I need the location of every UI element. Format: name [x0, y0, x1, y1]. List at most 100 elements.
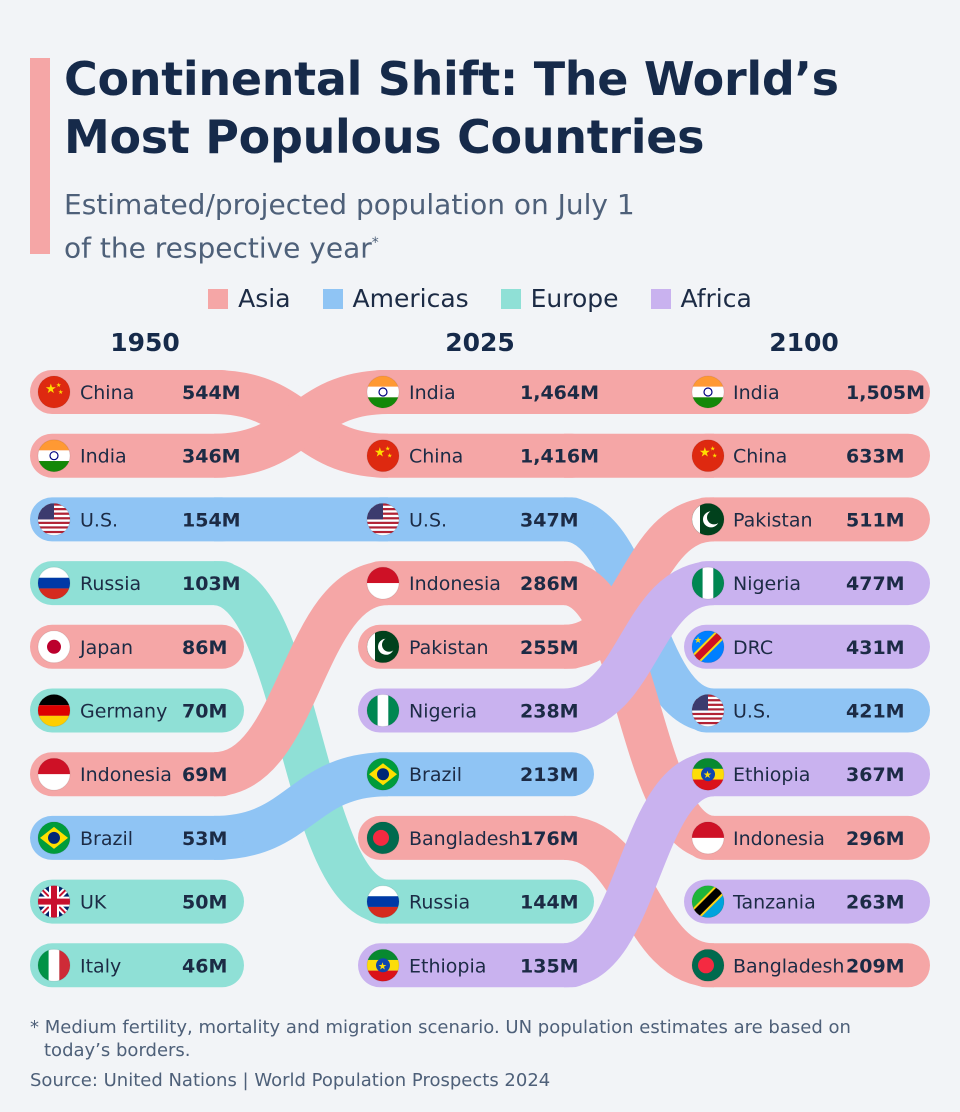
- legend-item-africa: Africa: [650, 284, 752, 313]
- country-name: Bangladesh: [409, 828, 520, 850]
- svg-text:★: ★: [58, 389, 63, 396]
- row-1950-india: India 346M: [30, 433, 244, 478]
- population-value: 46M: [182, 955, 227, 977]
- svg-text:★: ★: [45, 382, 57, 397]
- pakistan-flag-icon: [366, 630, 400, 664]
- ethiopia-flag-icon: ★: [691, 757, 725, 791]
- row-2025-pakistan: Pakistan 255M: [358, 624, 594, 669]
- row-2025-russia: Russia 144M: [358, 879, 594, 924]
- country-name: Tanzania: [732, 892, 816, 914]
- page-title: Continental Shift: The World’s Most Popu…: [64, 52, 839, 164]
- legend-label-americas: Americas: [352, 284, 469, 313]
- row-pill: [684, 433, 930, 478]
- country-name: Nigeria: [409, 701, 477, 723]
- row-pill: [30, 815, 244, 860]
- population-value: 544M: [182, 382, 241, 404]
- row-1950-brazil: Brazil 53M: [30, 815, 244, 860]
- bangladesh-flag-icon: [691, 948, 725, 982]
- row-2100-china: ★ ★★ China 633M: [684, 433, 930, 478]
- row-pill: [30, 943, 244, 988]
- population-value: 53M: [182, 828, 227, 850]
- country-name: India: [80, 446, 127, 468]
- population-value: 263M: [846, 892, 905, 914]
- row-2025-bangladesh: Bangladesh 176M: [358, 815, 594, 860]
- svg-text:★: ★: [378, 961, 387, 972]
- row-2100-pakistan: Pakistan 511M: [684, 497, 930, 542]
- country-name: India: [733, 382, 780, 404]
- svg-text:★: ★: [703, 770, 712, 781]
- row-pill: [684, 815, 930, 860]
- footnote: * Medium fertility, mortality and migrat…: [30, 1016, 930, 1062]
- row-1950-italy: Italy 46M: [30, 943, 244, 988]
- country-name: Germany: [80, 701, 167, 723]
- subtitle-footnote-mark: *: [371, 235, 379, 251]
- country-name: Bangladesh: [733, 955, 844, 977]
- indonesia-flag-icon: [37, 757, 71, 791]
- population-value: 1,416M: [520, 446, 599, 468]
- india-flag-icon: [366, 375, 400, 409]
- row-pill: [30, 624, 244, 669]
- row-pill: [684, 879, 930, 924]
- row-pill: [30, 497, 244, 542]
- row-2100-bangladesh: Bangladesh 209M: [684, 943, 930, 988]
- brazil-flag-icon: [37, 821, 71, 855]
- row-pill: [358, 370, 594, 414]
- year-header-2100: 2100: [769, 328, 839, 357]
- nigeria-flag-icon: [691, 566, 725, 600]
- legend-item-americas: Americas: [322, 284, 469, 313]
- population-value: 86M: [182, 637, 227, 659]
- row-1950-japan: Japan 86M: [30, 624, 244, 669]
- svg-text:★: ★: [374, 446, 386, 461]
- india-flag-icon: [691, 375, 725, 409]
- row-1950-uk: UK 50M: [30, 879, 244, 924]
- ribbon-indonesia: [211, 561, 391, 797]
- row-1950-germany: Germany 70M: [30, 688, 244, 733]
- row-pill: [684, 497, 930, 542]
- population-value: 286M: [520, 573, 579, 595]
- population-value: 1,505M: [846, 382, 925, 404]
- page-subtitle: Estimated/projected population on July 1…: [64, 186, 664, 267]
- row-1950-russia: Russia 103M: [30, 561, 244, 606]
- row-pill: [684, 370, 930, 414]
- row-2100-indonesia: Indonesia 296M: [684, 815, 930, 860]
- population-value: 633M: [846, 446, 905, 468]
- country-name: U.S.: [409, 509, 447, 531]
- subtitle-text: Estimated/projected population on July 1…: [64, 188, 635, 265]
- country-name: Italy: [80, 955, 121, 977]
- row-2100-nigeria: Nigeria 477M: [684, 561, 930, 606]
- population-value: 421M: [846, 701, 905, 723]
- legend-swatch-asia: [208, 289, 229, 309]
- germany-flag-icon: [37, 694, 71, 727]
- legend-label-africa: Africa: [680, 284, 752, 313]
- brazil-flag-icon: [366, 757, 400, 791]
- population-value: 70M: [182, 701, 227, 723]
- country-name: UK: [80, 892, 107, 914]
- nigeria-flag-icon: [366, 694, 400, 727]
- row-pill: [358, 624, 594, 669]
- row-1950-china: ★ ★★ China 544M: [30, 370, 244, 414]
- population-value: 238M: [520, 701, 579, 723]
- row-pill: [30, 879, 244, 924]
- indonesia-flag-icon: [691, 821, 725, 855]
- row-pill: [684, 624, 930, 669]
- china-flag-icon: ★ ★★: [37, 375, 71, 409]
- row-2100-drc: ★ DRC 431M: [684, 624, 930, 669]
- population-value: 431M: [846, 637, 905, 659]
- italy-flag-icon: [37, 948, 71, 982]
- svg-text:★: ★: [387, 453, 392, 460]
- us-flag-icon: [37, 502, 71, 536]
- uk-flag-icon: [37, 885, 71, 919]
- japan-flag-icon: [37, 630, 71, 664]
- row-2025-nigeria: Nigeria 238M: [358, 688, 594, 733]
- population-value: 477M: [846, 573, 905, 595]
- country-name: Indonesia: [80, 764, 172, 786]
- row-2025-u-s: U.S. 347M: [358, 497, 594, 542]
- svg-text:★: ★: [699, 446, 711, 461]
- legend-label-europe: Europe: [530, 284, 619, 313]
- row-2025-ethiopia: ★ Ethiopia 135M: [358, 943, 594, 988]
- legend-swatch-africa: [650, 289, 671, 309]
- country-name: Ethiopia: [733, 764, 810, 786]
- country-name: China: [80, 382, 134, 404]
